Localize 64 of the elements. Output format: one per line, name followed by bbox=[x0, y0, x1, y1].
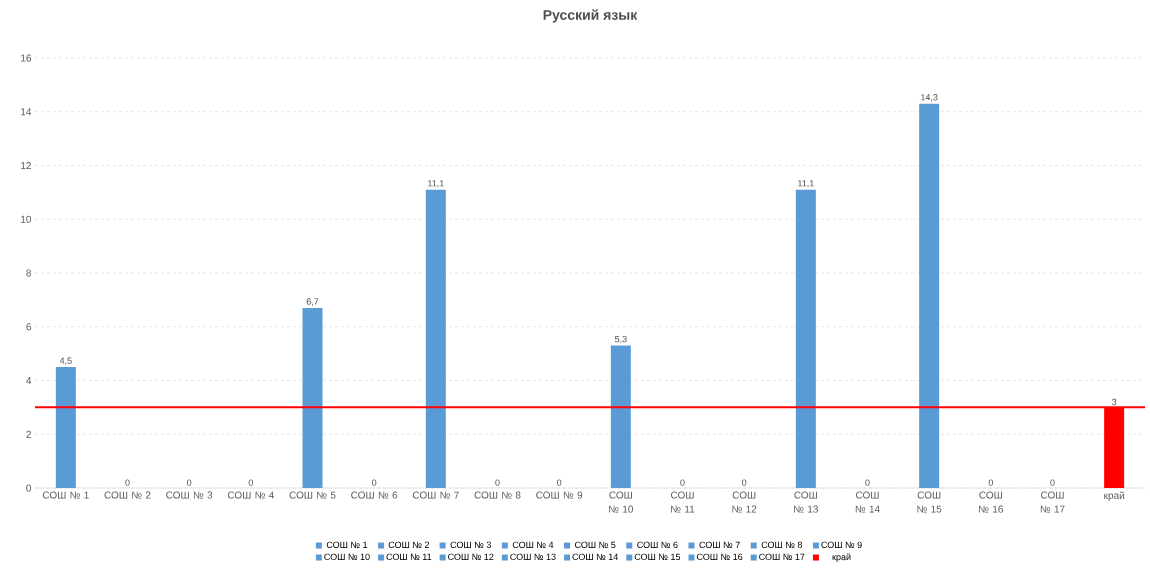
data-label: 5,3 bbox=[614, 335, 627, 344]
x-tick-label: СОШ № 4 bbox=[227, 491, 274, 499]
x-tick-label: СОШ № 9 bbox=[536, 491, 583, 499]
data-label: 0 bbox=[865, 479, 870, 486]
x-tick-label: СОШ № 11 bbox=[671, 491, 695, 513]
x-tick-label: СОШ № 16 bbox=[979, 491, 1003, 513]
data-label: 11,1 bbox=[428, 180, 444, 188]
legend-label: СОШ № 17 bbox=[759, 553, 805, 561]
data-label: 0 bbox=[1050, 479, 1055, 486]
legend-label: край bbox=[832, 553, 851, 562]
y-tick-label: 8 bbox=[26, 269, 32, 277]
y-tick-label: 2 bbox=[26, 430, 31, 438]
x-tick-label: СОШ № 8 bbox=[474, 491, 521, 499]
data-label: 0 bbox=[125, 479, 130, 486]
x-tick-label: СОШ № 7 bbox=[412, 491, 459, 499]
data-label: 0 bbox=[680, 479, 685, 486]
legend-label: СОШ № 6 bbox=[637, 541, 678, 549]
legend-label: СОШ № 4 bbox=[512, 541, 554, 549]
legend-label: СОШ № 14 bbox=[572, 553, 618, 561]
x-tick-label: СОШ № 6 bbox=[351, 491, 398, 499]
y-tick-label: 6 bbox=[26, 323, 32, 331]
legend-label: СОШ № 15 bbox=[634, 553, 681, 561]
legend-label: СОШ № 5 bbox=[575, 541, 616, 549]
data-label: 0 bbox=[495, 479, 500, 486]
x-tick-label: СОШ № 12 bbox=[732, 491, 757, 513]
data-label: 4,5 bbox=[59, 357, 72, 365]
legend-label: СОШ № 9 bbox=[821, 541, 862, 549]
legend-label: СОШ № 1 bbox=[326, 541, 368, 549]
legend-label: СОШ № 7 bbox=[699, 541, 740, 549]
legend-label: СОШ № 11 bbox=[386, 553, 432, 561]
y-tick-label: 10 bbox=[21, 215, 32, 223]
y-tick-label: 0 bbox=[26, 484, 32, 492]
data-label: 0 bbox=[372, 479, 377, 486]
chart-title: Русский язык bbox=[543, 9, 638, 23]
y-tick-label: 16 bbox=[21, 54, 32, 62]
legend-label: СОШ № 2 bbox=[388, 541, 429, 549]
y-tick-label: 12 bbox=[21, 162, 31, 169]
x-tick-label: СОШ № 15 bbox=[917, 491, 942, 513]
legend-label: СОШ № 10 bbox=[324, 553, 370, 561]
x-tick-label: СОШ № 2 bbox=[104, 491, 151, 499]
data-label: 0 bbox=[557, 479, 562, 486]
legend-label: СОШ № 3 bbox=[450, 541, 491, 549]
data-label: 6,7 bbox=[306, 298, 319, 306]
data-label: 0 bbox=[187, 479, 192, 486]
x-tick-label: СОШ № 3 bbox=[166, 491, 213, 499]
legend-label: СОШ № 16 bbox=[696, 553, 743, 561]
x-tick-label: СОШ № 13 bbox=[794, 491, 818, 513]
legend-label: СОШ № 8 bbox=[761, 541, 803, 549]
legend-label: СОШ № 12 bbox=[448, 553, 494, 561]
data-label: 3 bbox=[1112, 398, 1117, 406]
data-label: 0 bbox=[742, 479, 747, 486]
y-tick-label: 14 bbox=[21, 108, 32, 116]
data-label: 11,1 bbox=[798, 180, 814, 188]
x-tick-label: СОШ № 14 bbox=[855, 491, 880, 513]
x-tick-label: СОШ № 17 bbox=[1040, 491, 1065, 513]
data-label: 14,3 bbox=[921, 94, 938, 102]
x-tick-label: СОШ № 1 bbox=[42, 491, 89, 499]
y-tick-label: 4 bbox=[26, 377, 32, 384]
data-label: 0 bbox=[988, 479, 993, 486]
x-tick-label: край bbox=[1104, 491, 1125, 502]
x-tick-label: СОШ № 5 bbox=[289, 491, 336, 499]
data-label: 0 bbox=[248, 479, 253, 486]
legend-label: СОШ № 13 bbox=[510, 553, 556, 561]
x-tick-label: СОШ № 10 bbox=[609, 491, 634, 513]
